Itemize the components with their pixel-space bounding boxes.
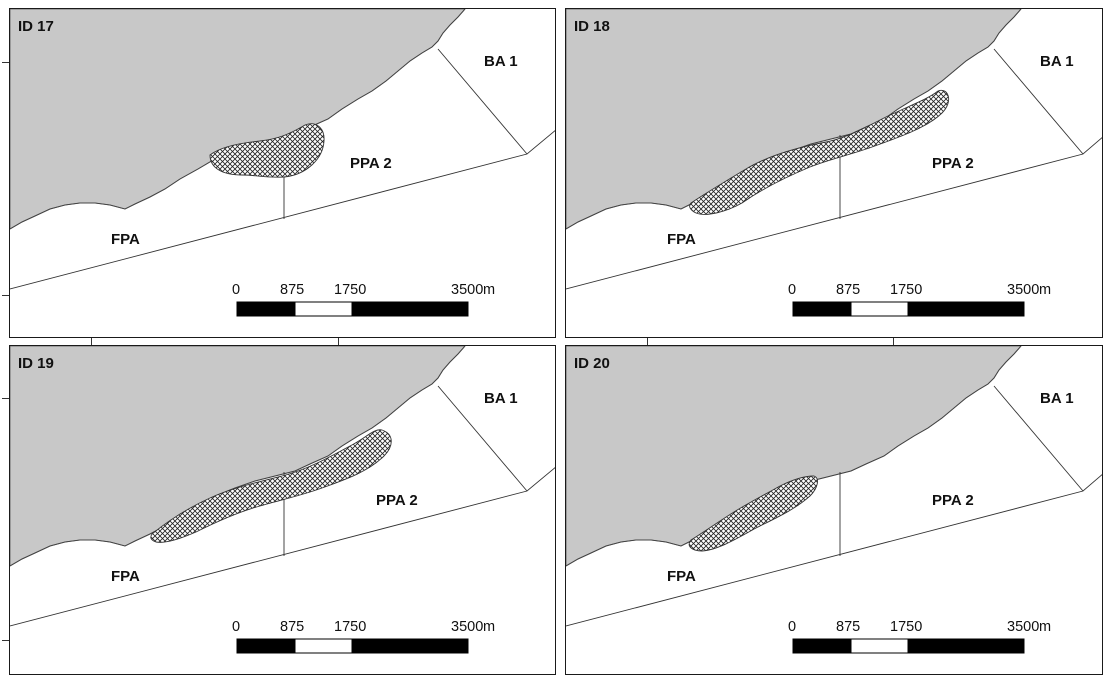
scale-unit: m [1039,619,1052,635]
zone-boundary-ba [437,385,528,492]
zone-label-fpa: FPA [111,568,140,585]
frame-tick [2,640,9,641]
zone-label-ba: BA 1 [1040,390,1074,407]
scale-label-3500: 3500 [451,619,484,635]
zone-label-ppa: PPA 2 [932,492,974,509]
scale-unit: m [483,619,496,635]
land [566,9,1022,230]
scale-label-0: 0 [232,282,241,298]
map-canvas [566,346,1102,627]
zone-boundary-ba [437,48,528,155]
zone-label-fpa: FPA [667,568,696,585]
frame-tick [338,338,339,345]
scale-label-0: 0 [788,282,797,298]
scale-label-3500: 3500 [1007,282,1040,298]
coastline [10,346,466,567]
land [566,346,1022,567]
coastline [566,346,1022,567]
scale-unit: m [1039,282,1052,298]
scale-unit: m [483,282,496,298]
map-panel-id19: ID 19 BA 1 PPA 2 FPA 0 875 1750 3500 m [9,345,556,675]
hatched-area [209,123,325,178]
scale-label-875: 875 [280,282,305,298]
scale-label-3500: 3500 [1007,619,1040,635]
hatched-area [688,475,818,552]
hatched-area [689,89,950,215]
scale-label-875: 875 [280,619,305,635]
panel-id-label: ID 18 [574,18,610,35]
panel-id-label: ID 17 [18,18,54,35]
coastline [566,9,1022,230]
panel-id-label: ID 19 [18,355,54,372]
frame-tick [2,62,9,63]
frame-tick [2,398,9,399]
zone-label-ba: BA 1 [484,53,518,70]
map-panel-id17: ID 17 BA 1 PPA 2 FPA 0 875 1750 3500 m [9,8,556,338]
hatched-area [150,429,392,543]
scale-label-0: 0 [232,619,241,635]
panel-id-label: ID 20 [574,355,610,372]
map-canvas [10,9,555,290]
scale-label-875: 875 [836,282,861,298]
scale-label-1750: 1750 [334,619,367,635]
scale-label-1750: 1750 [334,282,367,298]
scale-label-875: 875 [836,619,861,635]
zone-label-ba: BA 1 [484,390,518,407]
frame-tick [893,338,894,345]
land [10,346,466,567]
zone-label-ppa: PPA 2 [932,155,974,172]
zone-boundary-ba [993,385,1084,492]
map-panel-id18: ID 18 BA 1 PPA 2 FPA 0 875 1750 3500 m [565,8,1103,338]
land [10,9,466,230]
frame-tick [2,295,9,296]
frame-tick [91,338,92,345]
scale-label-3500: 3500 [451,282,484,298]
zone-label-fpa: FPA [667,231,696,248]
map-canvas [566,9,1102,290]
scale-label-1750: 1750 [890,282,923,298]
zone-label-ppa: PPA 2 [350,155,392,172]
scale-label-1750: 1750 [890,619,923,635]
map-canvas [10,346,555,627]
scale-label-0: 0 [788,619,797,635]
zone-boundary-ba [993,48,1084,155]
zone-label-ba: BA 1 [1040,53,1074,70]
frame-tick [647,338,648,345]
zone-label-fpa: FPA [111,231,140,248]
map-panel-id20: ID 20 BA 1 PPA 2 FPA 0 875 1750 3500 m [565,345,1103,675]
zone-label-ppa: PPA 2 [376,492,418,509]
